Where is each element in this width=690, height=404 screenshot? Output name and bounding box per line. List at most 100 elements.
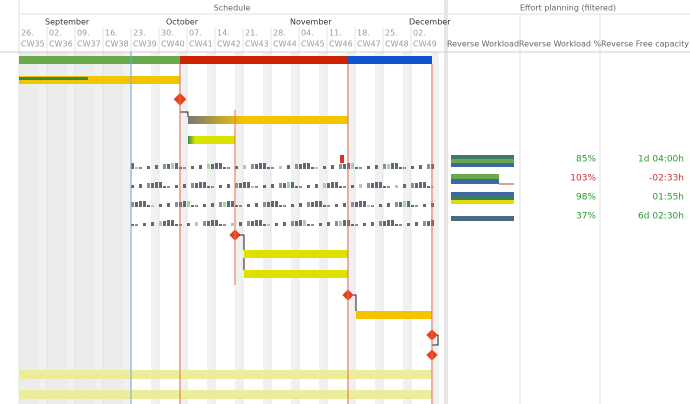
histogram-bar xyxy=(271,167,274,169)
histogram-bar xyxy=(319,201,322,207)
histogram-bar xyxy=(267,224,270,226)
histogram-bar xyxy=(135,224,138,226)
histogram-bar xyxy=(167,220,170,226)
histogram-bar xyxy=(343,220,346,226)
histogram-bar xyxy=(419,182,422,188)
histogram-bar xyxy=(403,201,406,207)
workload-percent: 37% xyxy=(576,212,596,222)
week-label: CW42 xyxy=(217,40,241,49)
task-bar[interactable] xyxy=(244,250,348,258)
column-header[interactable]: Reverse Workload xyxy=(447,40,519,49)
histogram-bar xyxy=(211,186,214,188)
histogram-bar xyxy=(383,186,386,188)
histogram-bar xyxy=(243,165,246,169)
histogram-bar xyxy=(135,202,138,207)
histogram-bar xyxy=(235,166,238,169)
histogram-bar xyxy=(175,185,178,188)
weekend xyxy=(179,52,187,404)
histogram-bar xyxy=(379,182,382,188)
month-label: December xyxy=(409,18,451,27)
histogram-bar xyxy=(183,167,186,169)
histogram-bar xyxy=(203,204,206,207)
histogram-bar xyxy=(163,221,166,226)
histogram-bar xyxy=(299,203,302,207)
histogram-bar xyxy=(219,202,222,207)
week-label: CW44 xyxy=(273,40,297,49)
histogram-bar xyxy=(239,183,242,188)
histogram-bar xyxy=(195,205,198,207)
task-bar[interactable] xyxy=(188,136,235,144)
histogram-bar xyxy=(315,184,318,188)
histogram-bar xyxy=(275,223,278,226)
histogram-bar xyxy=(371,183,374,188)
task-bar[interactable] xyxy=(244,270,348,278)
week-grid xyxy=(18,27,439,404)
histogram-bar xyxy=(335,221,338,226)
weekend xyxy=(319,52,327,404)
task-bar[interactable] xyxy=(19,370,432,379)
histogram-bar xyxy=(207,186,210,188)
histogram-bar xyxy=(415,183,418,188)
histogram-bar xyxy=(147,183,150,188)
histogram-bar xyxy=(271,184,274,188)
histogram-bar xyxy=(303,163,306,169)
column-header[interactable]: Reverse Free capacity xyxy=(601,40,689,49)
histogram-bar xyxy=(391,220,394,226)
histogram-bar xyxy=(383,221,386,226)
week-label: CW45 xyxy=(301,40,325,49)
effort-bars xyxy=(451,155,514,221)
histogram-bar xyxy=(339,221,342,226)
weekend xyxy=(95,52,103,404)
histogram-bar xyxy=(423,182,426,188)
summary-bar[interactable] xyxy=(180,56,348,64)
histogram-bar xyxy=(263,202,266,207)
histogram-bar xyxy=(175,224,178,226)
weekend xyxy=(151,52,159,404)
task-bar[interactable] xyxy=(356,311,432,319)
task-bar[interactable] xyxy=(188,116,348,124)
histogram-bar xyxy=(243,182,246,188)
weekend xyxy=(67,52,75,404)
histogram-bar xyxy=(351,185,354,188)
histogram-bar xyxy=(163,186,166,188)
histogram-bar xyxy=(407,201,410,207)
summary-bar[interactable] xyxy=(348,56,432,64)
histogram-bar xyxy=(195,183,198,188)
summary-bar[interactable] xyxy=(19,56,180,64)
histogram-bar xyxy=(423,221,426,226)
histogram-bar xyxy=(147,166,150,169)
week-label: CW37 xyxy=(77,40,101,49)
column-header[interactable]: Reverse Workload % xyxy=(519,40,602,49)
histogram-bar xyxy=(415,222,418,226)
histogram-bar xyxy=(207,164,210,169)
day-label: 02. xyxy=(413,29,426,38)
week-label: CW41 xyxy=(189,40,213,49)
histogram-bar xyxy=(259,163,262,169)
histogram-bar xyxy=(227,201,230,207)
task-bar[interactable] xyxy=(19,390,432,399)
histogram-bar xyxy=(143,223,146,226)
histogram-bar xyxy=(215,220,218,226)
histogram-bar xyxy=(211,220,214,226)
day-label: 23. xyxy=(133,29,146,38)
histogram-bar xyxy=(399,224,402,226)
histogram-bar xyxy=(355,202,358,207)
weekend xyxy=(375,52,383,404)
histogram-bar xyxy=(375,182,378,188)
workload-percent: 85% xyxy=(576,155,596,165)
histogram-bar xyxy=(247,182,250,188)
week-label: CW46 xyxy=(329,40,353,49)
histogram-bar xyxy=(391,163,394,169)
histogram-bar xyxy=(251,164,254,169)
histogram-bar xyxy=(327,205,330,207)
histogram-bar xyxy=(283,222,286,226)
histogram-bar xyxy=(159,204,162,207)
histogram-bar xyxy=(419,165,422,169)
histogram-bar xyxy=(311,224,314,226)
histogram-bar xyxy=(351,163,354,169)
free-capacity: 01:55h xyxy=(652,193,684,203)
day-label: 26. xyxy=(21,29,34,38)
task-bar[interactable] xyxy=(19,76,180,84)
workload-percent: 98% xyxy=(576,193,596,203)
